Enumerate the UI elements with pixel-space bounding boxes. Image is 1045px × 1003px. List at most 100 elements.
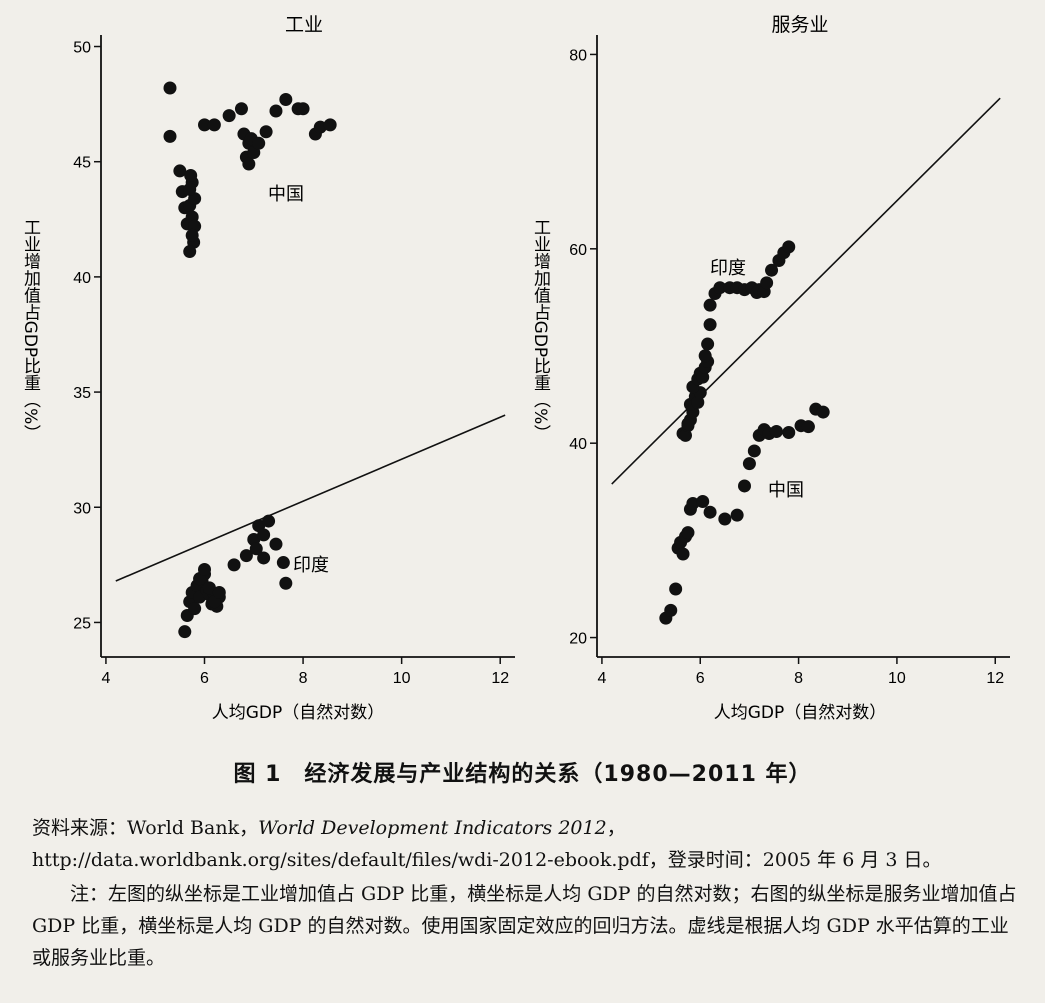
annotation-india: 印度 bbox=[710, 258, 746, 279]
data-point-china bbox=[296, 102, 310, 116]
panel-title: 服务业 bbox=[771, 14, 828, 36]
data-point-china bbox=[782, 425, 796, 439]
x-tick-label: 12 bbox=[491, 670, 509, 687]
annotation-china: 中国 bbox=[268, 184, 304, 205]
x-tick-label: 10 bbox=[888, 670, 906, 687]
data-point-india bbox=[257, 551, 271, 565]
y-tick-label: 45 bbox=[73, 155, 91, 172]
data-point-china bbox=[269, 104, 283, 118]
data-point-china bbox=[234, 102, 248, 116]
source-note: 资料来源：World Bank，World Development Indica… bbox=[32, 812, 1022, 876]
data-point-china bbox=[252, 136, 266, 150]
data-point-china bbox=[185, 228, 199, 242]
x-tick-label: 6 bbox=[696, 670, 705, 687]
source-suffix: ，http://data.worldbank.org/sites/default… bbox=[32, 817, 942, 871]
source-title: World Development Indicators 2012 bbox=[258, 817, 607, 839]
data-point-china bbox=[242, 157, 256, 171]
x-tick-label: 12 bbox=[986, 670, 1004, 687]
data-point-india bbox=[703, 298, 717, 312]
data-point-india bbox=[679, 428, 692, 442]
data-point-china bbox=[198, 118, 211, 132]
x-tick-label: 4 bbox=[597, 670, 606, 687]
y-axis-label: 工业增加值占GDP比重（%） bbox=[530, 219, 551, 442]
data-point-china bbox=[313, 120, 327, 134]
industry-chart: 工业 25 30 35 40 45 50 4 6 8 10 12 中国 印度 人均GDP（自然对数… bbox=[20, 14, 515, 723]
data-point-china bbox=[801, 420, 815, 434]
data-point-china bbox=[730, 508, 744, 522]
data-point-india bbox=[198, 562, 211, 576]
data-point-china bbox=[669, 582, 683, 596]
data-point-india bbox=[691, 395, 705, 409]
y-axis-label: 工业增加值占GDP比重（%） bbox=[20, 219, 41, 442]
data-point-india bbox=[276, 556, 290, 570]
y-tick-label: 30 bbox=[73, 500, 91, 517]
data-point-india bbox=[257, 528, 271, 542]
data-point-china bbox=[703, 505, 717, 519]
data-point-china bbox=[183, 182, 197, 196]
data-point-china bbox=[183, 245, 197, 259]
data-point-india bbox=[178, 625, 192, 639]
data-point-china bbox=[769, 425, 783, 439]
panel-title: 工业 bbox=[285, 14, 323, 36]
y-tick-label: 25 bbox=[73, 615, 91, 632]
data-point-india bbox=[227, 558, 241, 572]
data-point-china bbox=[686, 496, 700, 510]
data-point-china bbox=[163, 129, 177, 143]
data-point-india bbox=[681, 417, 695, 431]
data-point-china bbox=[738, 479, 751, 493]
x-tick-label: 8 bbox=[299, 670, 308, 687]
data-point-china bbox=[184, 169, 198, 183]
data-point-india bbox=[212, 585, 226, 599]
data-point-china bbox=[816, 405, 830, 419]
data-point-india bbox=[262, 514, 276, 528]
data-point-china bbox=[323, 118, 337, 132]
y-tick-label: 40 bbox=[73, 270, 91, 287]
y-tick-label: 35 bbox=[73, 385, 91, 402]
x-axis-label: 人均GDP（自然对数） bbox=[212, 703, 385, 723]
data-point-china bbox=[163, 81, 177, 95]
data-point-china bbox=[664, 603, 678, 617]
data-point-india bbox=[701, 337, 715, 351]
data-point-china bbox=[207, 118, 221, 132]
data-point-india bbox=[239, 549, 253, 563]
fit-line bbox=[115, 414, 506, 582]
figure-caption: 图 1 经济发展与产业结构的关系（1980—2011 年） bbox=[233, 762, 812, 787]
x-tick-label: 10 bbox=[393, 670, 411, 687]
data-point-china bbox=[279, 93, 293, 107]
x-tick-label: 6 bbox=[200, 670, 209, 687]
data-point-india bbox=[782, 240, 796, 254]
y-tick-label: 80 bbox=[569, 47, 587, 64]
data-point-india bbox=[249, 542, 263, 556]
data-point-india bbox=[765, 263, 779, 277]
fit-line bbox=[611, 97, 1001, 485]
y-tick-label: 20 bbox=[569, 631, 587, 648]
charts-area: 工业 25 30 35 40 45 50 4 6 8 10 12 中国 印度 人均GDP（自然对数… bbox=[20, 14, 1010, 723]
data-point-china bbox=[718, 512, 732, 526]
data-point-india bbox=[703, 318, 717, 332]
data-point-china bbox=[742, 457, 756, 471]
data-point-china bbox=[173, 164, 187, 178]
data-point-china bbox=[676, 547, 690, 561]
data-point-india bbox=[760, 276, 774, 290]
data-point-india bbox=[713, 281, 727, 295]
x-tick-label: 4 bbox=[101, 670, 110, 687]
data-point-china bbox=[222, 109, 236, 123]
data-point-india bbox=[188, 602, 202, 616]
data-point-china bbox=[696, 495, 710, 508]
data-point-india bbox=[696, 370, 710, 384]
y-tick-label: 40 bbox=[569, 436, 587, 453]
y-tick-label: 60 bbox=[569, 242, 587, 259]
annotation-india: 印度 bbox=[293, 555, 329, 576]
x-axis-label: 人均GDP（自然对数） bbox=[714, 703, 887, 723]
data-point-india bbox=[202, 581, 216, 595]
data-point-india bbox=[279, 576, 293, 590]
x-tick-label: 8 bbox=[794, 670, 803, 687]
services-chart: 服务业 20 40 60 80 4 6 8 10 12 印度 中国 人均GDP（自然对数） 工… bbox=[530, 14, 1010, 723]
data-point-india bbox=[269, 537, 283, 551]
source-prefix: 资料来源：World Bank， bbox=[32, 817, 259, 839]
y-tick-label: 50 bbox=[73, 40, 91, 57]
data-point-china bbox=[259, 125, 273, 139]
data-point-india bbox=[698, 349, 712, 363]
data-point-china bbox=[747, 444, 761, 458]
data-point-china bbox=[681, 526, 695, 540]
